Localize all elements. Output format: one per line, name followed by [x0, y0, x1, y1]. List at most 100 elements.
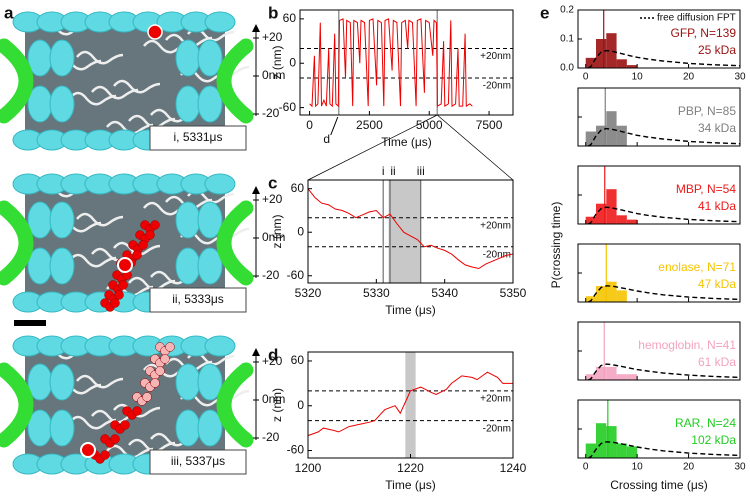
scaffold [49, 247, 75, 285]
bar [585, 374, 596, 380]
cargo [110, 298, 120, 308]
frame-marker-label: iii [417, 164, 425, 178]
cargo [114, 290, 124, 300]
scaffold [175, 85, 201, 123]
y-tick-label: 0 [297, 224, 304, 238]
series-label: GFP, N=139 [671, 26, 737, 40]
scaffold [197, 39, 223, 77]
bar [585, 57, 596, 68]
scaffold [197, 409, 223, 447]
trace [309, 18, 473, 108]
scaffold [49, 363, 75, 401]
fg-strand [69, 91, 117, 106]
x-tick-label: 20 [683, 72, 695, 83]
y-axis-label: z (nm) [270, 215, 284, 249]
bar [626, 219, 638, 224]
x-tick-label: 1220 [397, 461, 424, 475]
y-axis-label: z (nm) [270, 46, 284, 80]
shade [388, 180, 421, 283]
panel-letter: a [4, 3, 14, 22]
scaffold [175, 201, 201, 239]
membrane-arc [0, 362, 34, 448]
reference-label: +20nm [480, 393, 511, 404]
y-tick-label: 0.1 [560, 34, 574, 45]
membrane-arc [0, 38, 34, 124]
scaffold [197, 363, 223, 401]
x-tick-label: 5330 [363, 286, 390, 300]
frame-label: ii, 5333μs [172, 292, 224, 306]
bar [626, 374, 638, 380]
cargo-tip [117, 257, 133, 273]
x-tick-label: 5350 [500, 286, 527, 300]
fg-strand [76, 374, 124, 389]
scale-label: 0nm [262, 392, 285, 406]
fg-strand [76, 50, 124, 65]
bar [606, 33, 617, 68]
scale-label: 0nm [262, 230, 285, 244]
y-tick-label: -60 [287, 443, 305, 457]
frame-label-box [149, 449, 247, 475]
cargo [155, 366, 165, 376]
x-tick-label: 1200 [295, 461, 322, 475]
x-tick-label: 0 [583, 72, 589, 83]
frame-marker-label: i [382, 164, 385, 178]
cargo [142, 392, 152, 402]
cargo [145, 230, 155, 240]
panel-letter: e [540, 3, 549, 22]
x-tick-label: 7500 [476, 118, 503, 132]
plot-frame [299, 9, 514, 116]
y-tick-label: -60 [287, 268, 305, 282]
annotation-arrow [330, 116, 339, 136]
y-tick-label: 60 [291, 353, 305, 367]
series-sublabel: 102 kDa [691, 433, 736, 447]
series-label: hemoglobin, N=41 [638, 338, 736, 352]
panel-letter: c [268, 173, 277, 192]
scale-arrow [252, 24, 260, 32]
trace [307, 188, 514, 270]
y-axis-label: z (nm) [270, 388, 284, 422]
y-tick-label: 0.0 [560, 63, 574, 74]
zoom-connector [307, 114, 438, 181]
x-tick-label: 30 [734, 462, 746, 473]
fpt-curve [587, 206, 741, 225]
legend-label: free diffusion FPT [657, 13, 736, 24]
x-tick-label: 5000 [416, 118, 443, 132]
bar [606, 281, 617, 302]
fg-strand [76, 212, 124, 227]
scaffold [175, 409, 201, 447]
series-sublabel: 41 kDa [698, 199, 736, 213]
panel-letter: b [268, 3, 278, 22]
cargo [165, 342, 175, 352]
x-axis-label: Time (μs) [385, 303, 435, 317]
series-sublabel: 34 kDa [698, 121, 736, 135]
bar [606, 426, 617, 458]
fpt-curve [588, 363, 741, 381]
cargo [132, 250, 142, 260]
x-tick-label: 2500 [356, 118, 383, 132]
cargo [150, 220, 160, 230]
fpt-curve [588, 441, 741, 459]
reference-label: +20nm [480, 51, 511, 62]
bar [616, 443, 627, 458]
series-label: MBP, N=54 [676, 182, 736, 196]
trace [307, 371, 513, 437]
fg-strand [69, 253, 117, 268]
x-axis-label: Crossing time (μs) [610, 478, 708, 492]
fg-strand [69, 415, 117, 430]
zoom-connector [437, 114, 514, 181]
bar [596, 423, 607, 458]
scale-label: 0nm [262, 68, 285, 82]
fg-strand [113, 79, 161, 94]
series-label: RAR, N=24 [675, 416, 736, 430]
series-sublabel: 47 kDa [698, 277, 736, 291]
bar [616, 290, 627, 302]
x-tick-label: 20 [683, 462, 695, 473]
reference-label: -20nm [483, 81, 511, 92]
series-sublabel: 25 kDa [698, 43, 736, 57]
scale-label: +20 [262, 30, 283, 44]
cargo [160, 354, 170, 364]
bar [596, 125, 607, 146]
reference-label: -20nm [483, 249, 511, 260]
